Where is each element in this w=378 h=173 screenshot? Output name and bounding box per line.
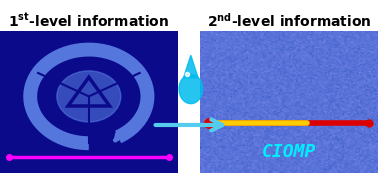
Text: 2$^{\mathregular{nd}}$-level information: 2$^{\mathregular{nd}}$-level information [207, 12, 372, 30]
Polygon shape [184, 55, 198, 78]
Polygon shape [179, 74, 203, 104]
Text: CIOMP: CIOMP [262, 143, 316, 161]
FancyArrowPatch shape [155, 119, 222, 131]
Text: 1$^{\mathregular{st}}$-level information: 1$^{\mathregular{st}}$-level information [8, 12, 169, 30]
Circle shape [57, 71, 121, 122]
